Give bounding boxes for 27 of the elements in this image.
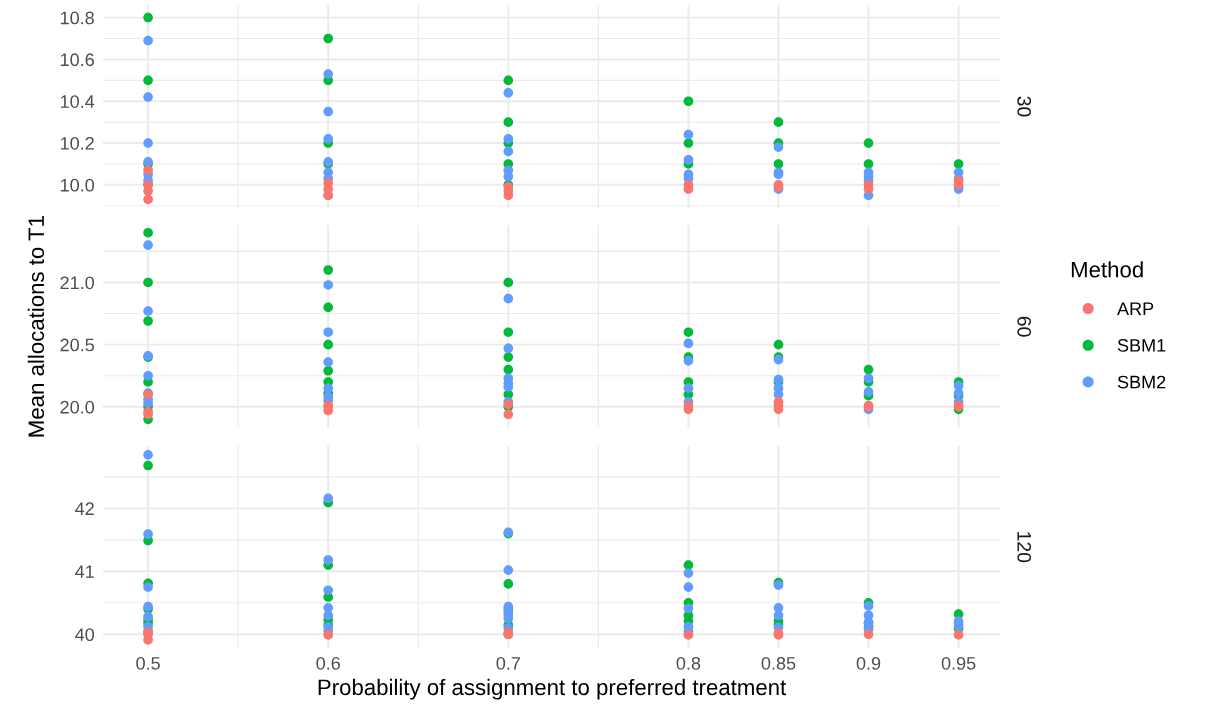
x-tick-label: 0.7 — [496, 656, 520, 670]
legend-label: ARP — [1117, 302, 1154, 315]
y-tick-label: 10.4 — [60, 95, 95, 108]
y-tick-label: 10.2 — [60, 136, 94, 150]
x-tick-label: 0.95 — [941, 656, 976, 670]
x-tick-label: 0.9 — [856, 656, 881, 670]
y-tick-label: 40 — [75, 628, 95, 642]
y-tick-label: 20.5 — [60, 338, 94, 352]
x-tick-label: 0.5 — [136, 656, 160, 670]
y2-axis-title: 30 — [1017, 96, 1032, 117]
y-tick-label: 41 — [75, 565, 94, 578]
x-axis-title: Probability of assignment to preferred treatment — [318, 678, 787, 700]
y-tick-label: 10.0 — [60, 178, 95, 192]
y-tick-label: 20.0 — [60, 400, 95, 414]
y-tick-label: 21.0 — [60, 276, 95, 290]
y-axis-title: Mean allocations to T1 — [27, 216, 45, 437]
legend-title: Method — [1071, 261, 1143, 278]
y2-axis-title: 120 — [1017, 532, 1032, 563]
x-tick-label: 0.8 — [676, 656, 701, 670]
y-tick-label: 42 — [75, 502, 94, 515]
y-tick-label: 10.6 — [60, 53, 94, 67]
y-tick-label: 10.8 — [60, 11, 94, 25]
x-tick-label: 0.6 — [316, 656, 340, 670]
legend-label: SBM2 — [1117, 375, 1166, 389]
x-tick-label: 0.85 — [761, 656, 796, 670]
legend-label: SBM1 — [1117, 338, 1166, 352]
y2-axis-title: 60 — [1017, 316, 1032, 337]
